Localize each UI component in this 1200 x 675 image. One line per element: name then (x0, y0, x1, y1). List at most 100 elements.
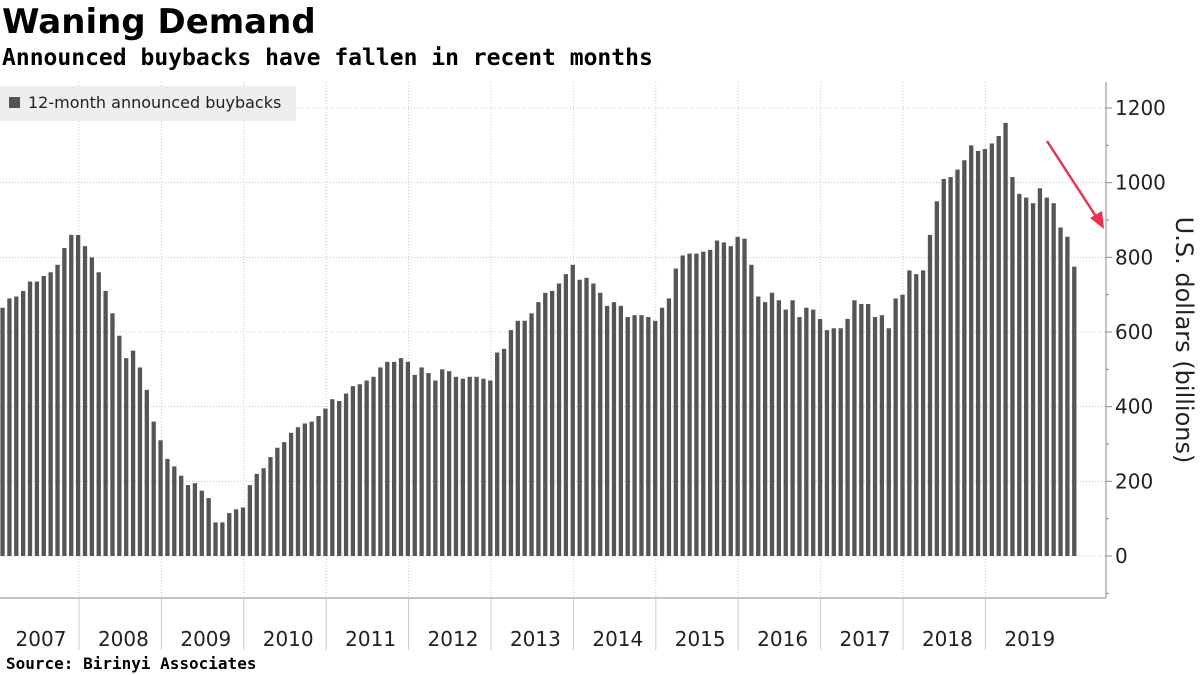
bar (1024, 197, 1029, 556)
arrow-shaft (1045, 140, 1099, 219)
bar (804, 307, 809, 556)
bar (673, 268, 678, 556)
bar (687, 253, 692, 556)
bar (405, 361, 411, 556)
bar (577, 279, 582, 556)
bar (179, 475, 184, 556)
x-tick-label: 2019 (1004, 627, 1055, 651)
bar (474, 376, 479, 556)
x-tick-label: 2009 (180, 627, 231, 651)
bar (625, 317, 630, 556)
bar (350, 386, 356, 556)
axes: 0 200 400 600 800 1000 1200 2007 2008 2009 2010 201… (0, 82, 1166, 651)
bar (742, 238, 747, 557)
bar (1037, 188, 1043, 556)
bar (776, 300, 782, 556)
bar (495, 352, 500, 556)
bar (1010, 177, 1015, 556)
bar (879, 315, 885, 556)
bar (975, 150, 981, 556)
bar (144, 389, 149, 556)
bar (666, 298, 672, 556)
bar (914, 274, 919, 556)
chart-title: Waning Demand (2, 2, 316, 42)
bar (501, 348, 507, 556)
bar (529, 313, 534, 556)
bar (838, 328, 843, 556)
bar (323, 408, 328, 556)
bar (714, 240, 720, 556)
y-tick-label: 600 (1115, 320, 1153, 344)
bar (460, 378, 465, 556)
bar (900, 294, 905, 556)
y-tick-label: 800 (1115, 245, 1153, 269)
bar (708, 249, 713, 556)
bar (996, 136, 1001, 556)
bar (797, 317, 802, 556)
bar (371, 376, 376, 556)
bar (206, 498, 211, 556)
bar (783, 309, 788, 556)
bar (62, 248, 67, 556)
arrow-head (1090, 211, 1104, 229)
bar (268, 457, 273, 556)
bar (550, 290, 555, 556)
bar (680, 255, 685, 556)
bar (522, 320, 527, 556)
bar (872, 317, 878, 556)
bar (391, 361, 397, 556)
bar (426, 373, 431, 556)
bar (866, 304, 871, 556)
bar (288, 432, 294, 556)
bar (110, 313, 115, 556)
bar (55, 264, 60, 556)
bar (158, 440, 163, 556)
bar (1065, 236, 1070, 557)
bar (886, 328, 891, 556)
y-tick-label: 0 (1115, 544, 1128, 568)
bar (955, 169, 960, 556)
bar (543, 292, 548, 556)
bar (728, 246, 733, 556)
bar (199, 490, 204, 556)
bar (762, 302, 768, 556)
bar (227, 513, 232, 556)
bar (611, 302, 617, 556)
x-tick-label: 2015 (675, 627, 726, 651)
bar (103, 290, 108, 556)
bar (316, 416, 321, 556)
bar (934, 201, 940, 556)
bar (220, 522, 225, 556)
bar (721, 242, 727, 556)
bar (117, 335, 122, 556)
bar (254, 473, 259, 556)
legend-swatch (9, 97, 20, 108)
bar (604, 305, 610, 556)
bar (1044, 197, 1049, 556)
bar (48, 272, 53, 556)
bars (0, 122, 1077, 557)
bar (570, 264, 575, 556)
bar (927, 234, 933, 556)
legend: 12-month announced buybacks (0, 86, 296, 121)
bar (618, 305, 623, 556)
bar (508, 330, 514, 556)
bar (845, 318, 850, 556)
bar (446, 371, 452, 556)
bar (893, 298, 898, 556)
bar (694, 253, 699, 556)
bar (302, 423, 307, 556)
y-tick-label: 1200 (1115, 96, 1166, 120)
bar (817, 318, 823, 556)
bar (831, 328, 836, 556)
legend-label: 12-month announced buybacks (28, 93, 281, 112)
bar (453, 376, 459, 556)
bar (701, 251, 706, 557)
bar (151, 421, 156, 556)
bar (172, 466, 177, 556)
bar (440, 369, 445, 556)
bar (309, 421, 314, 556)
bar (556, 283, 562, 556)
bar (907, 270, 912, 556)
